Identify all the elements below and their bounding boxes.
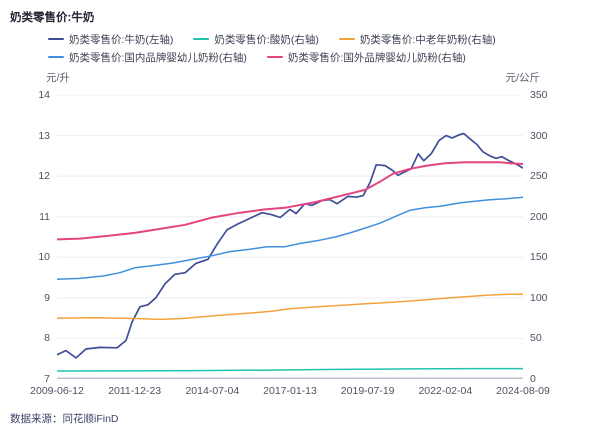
series-line-0 [57, 132, 523, 359]
y-tick-label: 350 [530, 89, 548, 101]
legend-row-1: 奶类零售价:牛奶(左轴) 奶类零售价:酸奶(右轴) 奶类零售价:中老年奶粉(右轴) [48, 32, 496, 46]
series-line-1 [57, 367, 523, 372]
legend-item-0[interactable]: 奶类零售价:牛奶(左轴) [48, 32, 173, 47]
legend-line-swatch [266, 55, 283, 59]
y-tick-label: 0 [530, 373, 536, 385]
legend-row-2: 奶类零售价:国内品牌婴幼儿奶粉(右轴) 奶类零售价:国外品牌婴幼儿奶粉(右轴) [48, 50, 466, 64]
legend-label: 奶类零售价:牛奶(左轴) [69, 33, 174, 46]
legend-label: 奶类零售价:中老年奶粉(右轴) [359, 33, 496, 46]
y-tick-label: 14 [38, 89, 50, 101]
y-tick-label: 11 [39, 210, 50, 223]
y-tick-label: 100 [530, 291, 548, 304]
x-tick-label: 2014-07-04 [185, 385, 240, 397]
y-tick-label: 250 [530, 170, 548, 183]
right-axis-unit-label: 元/公斤 [505, 72, 540, 84]
y-tick-label: 150 [530, 251, 548, 264]
chart-title: 奶类零售价:牛奶 [10, 12, 95, 24]
legend-item-4[interactable]: 奶类零售价:国外品牌婴幼儿奶粉(右轴) [266, 50, 466, 65]
y-tick-label: 13 [38, 129, 50, 142]
y-tick-label: 50 [530, 332, 542, 345]
legend-item-3[interactable]: 奶类零售价:国内品牌婴幼儿奶粉(右轴) [48, 50, 247, 65]
y-tick-label: 10 [38, 251, 50, 264]
series-line-2 [57, 293, 523, 321]
legend-line-swatch [48, 55, 64, 59]
x-tick-label: 2009-06-12 [30, 385, 84, 397]
legend-line-swatch [338, 37, 355, 41]
x-tick-label: 2022-02-04 [418, 385, 473, 397]
legend-item-2[interactable]: 奶类零售价:中老年奶粉(右轴) [338, 32, 496, 47]
y-tick-label: 8 [44, 332, 50, 345]
legend-label: 奶类零售价:国内品牌婴幼儿奶粉(右轴) [69, 51, 247, 64]
y-tick-label: 300 [530, 129, 548, 142]
series-line-3 [57, 196, 523, 280]
x-tick-label: 2024-08-09 [496, 385, 550, 397]
legend-label: 奶类零售价:国外品牌婴幼儿奶粉(右轴) [287, 51, 466, 64]
legend-label: 奶类零售价:酸奶(右轴) [214, 33, 319, 46]
y-tick-label: 9 [44, 291, 50, 304]
y-tick-label: 7 [44, 373, 50, 385]
legend-item-1[interactable]: 奶类零售价:酸奶(右轴) [193, 32, 319, 47]
data-source-text: 数据来源：同花顺iFinD [10, 413, 119, 425]
y-tick-label: 200 [530, 210, 548, 223]
legend-line-swatch [193, 37, 210, 41]
x-tick-label: 2011-12-23 [108, 385, 162, 397]
plot-area [57, 95, 523, 379]
legend-line-swatch [48, 37, 64, 41]
series-line-4 [57, 161, 523, 241]
x-tick-label: 2019-07-19 [340, 385, 395, 397]
left-axis-unit-label: 元/升 [46, 72, 70, 84]
x-tick-label: 2017-01-13 [263, 385, 317, 397]
y-tick-label: 12 [38, 170, 50, 183]
